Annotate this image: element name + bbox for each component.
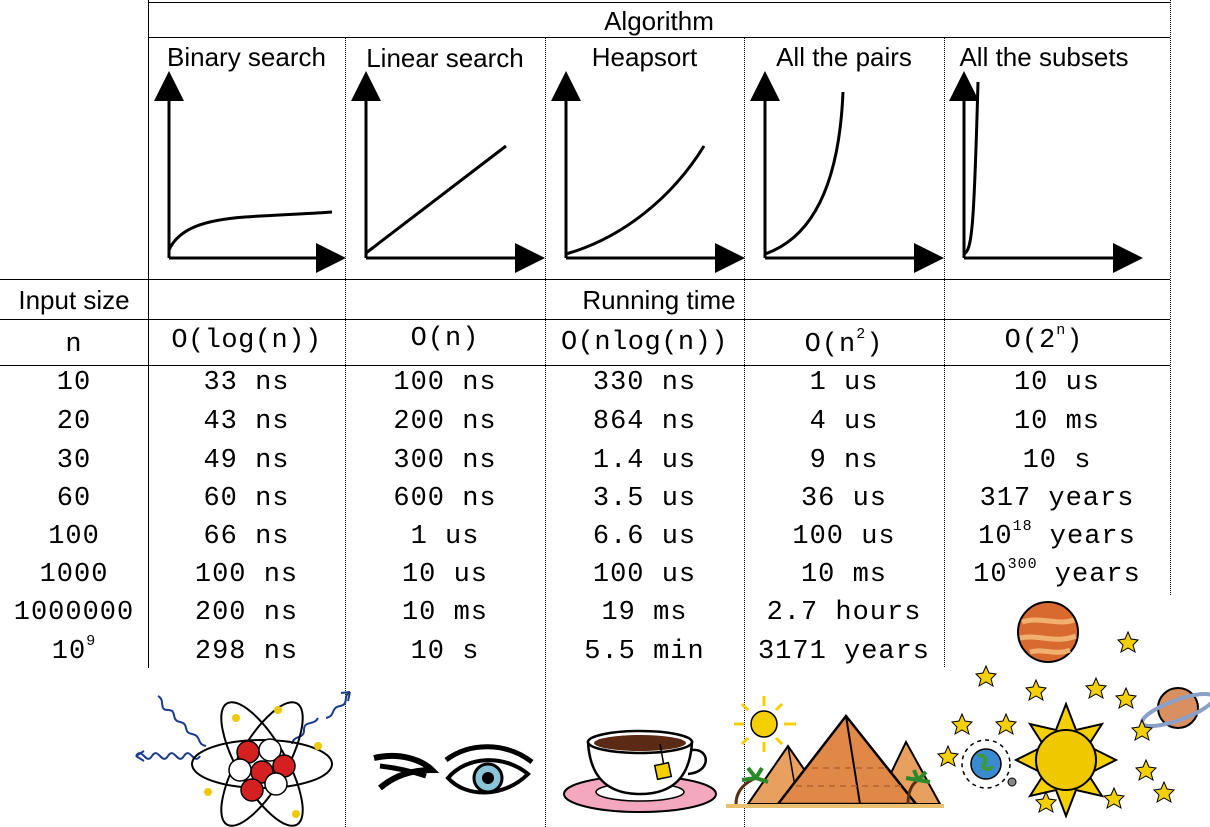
cell-input-size: 100 — [48, 522, 100, 552]
algorithm-name-heapsort: Heapsort — [591, 42, 698, 72]
cell-input-size: 1000000 — [13, 598, 135, 628]
cell-all-pairs: 9 ns — [809, 446, 879, 476]
column-divider-right — [1170, 0, 1171, 595]
cell-linear-search: 1 us — [410, 522, 480, 552]
graph-n-log-n — [551, 71, 745, 273]
cell-linear-search: 10 ms — [401, 598, 488, 628]
cell-all-pairs: 36 us — [800, 484, 887, 514]
algorithm-name-linear-search: Linear search — [366, 43, 524, 73]
cell-heapsort: 330 ns — [592, 368, 697, 398]
complexity-n: O(n) — [410, 324, 480, 354]
cell-input-size: 60 — [56, 484, 92, 514]
column-divider-3 — [744, 37, 745, 827]
cell-all-subsets: 10 ms — [1013, 407, 1100, 437]
graph-exponential — [949, 71, 1143, 273]
n-label: n — [65, 330, 83, 360]
cell-input-size: 20 — [56, 407, 92, 437]
top-border — [148, 2, 1170, 3]
cell-linear-search: 300 ns — [393, 446, 497, 476]
cell-all-pairs: 4 us — [809, 407, 879, 437]
cell-heapsort: 864 ns — [592, 407, 697, 437]
column-divider-4 — [944, 37, 945, 667]
cell-subsets-row-100: 1018 years — [978, 518, 1136, 552]
complexity-divider — [0, 365, 1170, 366]
cell-input-size: 10 — [56, 368, 92, 398]
cell-binary-search: 100 ns — [194, 560, 299, 590]
graph-linear — [351, 71, 545, 273]
algorithm-header: Algorithm — [604, 6, 714, 36]
algorithm-name-binary-search: Binary search — [167, 42, 326, 72]
coffee-cup-illustration — [563, 729, 717, 813]
atom-illustration — [135, 691, 351, 827]
cell-heapsort: 100 us — [592, 560, 697, 590]
column-divider-2 — [545, 37, 546, 827]
cell-binary-search: 60 ns — [203, 484, 290, 514]
pyramids-illustration — [726, 696, 944, 808]
input-size-top-border — [0, 279, 1170, 280]
cell-input-size: 1000 — [39, 560, 109, 590]
cell-heapsort: 19 ms — [601, 598, 688, 628]
cell-heapsort: 5.5 min — [584, 637, 705, 667]
blinking-eye-illustration — [373, 744, 534, 795]
cell-input-size: 30 — [56, 446, 92, 476]
cell-heapsort: 1.4 us — [592, 446, 697, 476]
running-time-divider — [0, 319, 1170, 320]
cell-all-pairs: 10 ms — [800, 560, 887, 590]
graph-log-n — [154, 71, 346, 273]
cell-linear-search: 10 us — [401, 560, 488, 590]
algorithm-header-divider — [148, 37, 1170, 38]
complexity-n-squared: O(n2) — [804, 326, 884, 360]
cell-all-subsets: 317 years — [979, 484, 1135, 514]
cell-linear-search: 200 ns — [393, 407, 497, 437]
cell-binary-search: 33 ns — [203, 368, 290, 398]
cell-all-pairs: 2.7 hours — [766, 598, 922, 628]
complexity-log-n: O(log(n)) — [171, 326, 322, 356]
graph-quadratic — [750, 71, 944, 273]
cell-binary-search: 200 ns — [194, 598, 299, 628]
cell-subsets-row-1000: 10300 years — [973, 556, 1141, 590]
algorithm-name-all-pairs: All the pairs — [776, 42, 912, 72]
column-divider-1 — [345, 37, 346, 827]
cell-linear-search: 100 ns — [393, 368, 497, 398]
cell-all-pairs: 1 us — [809, 368, 879, 398]
cell-linear-search: 10 s — [410, 637, 480, 667]
solar-system-illustration — [936, 601, 1210, 819]
column-divider-0 — [148, 0, 149, 668]
cell-binary-search: 66 ns — [203, 522, 290, 552]
complexity-two-to-n: O(2n) — [1004, 322, 1084, 356]
running-time-label: Running time — [582, 285, 736, 315]
cell-heapsort: 3.5 us — [592, 484, 697, 514]
cell-all-subsets: 10 s — [1022, 446, 1092, 476]
cell-n-10-to-9: 109 — [51, 633, 97, 667]
input-size-label: Input size — [18, 285, 130, 315]
cell-all-pairs: 100 us — [792, 522, 896, 552]
complexity-n-log-n: O(nlog(n)) — [560, 328, 729, 358]
cell-binary-search: 43 ns — [203, 407, 290, 437]
cell-all-pairs: 3171 years — [757, 637, 931, 667]
cell-binary-search: 49 ns — [203, 446, 290, 476]
cell-binary-search: 298 ns — [194, 637, 299, 667]
cell-heapsort: 6.6 us — [592, 522, 697, 552]
cell-all-subsets: 10 us — [1013, 368, 1100, 398]
cell-linear-search: 600 ns — [393, 484, 497, 514]
algorithm-name-all-subsets: All the subsets — [959, 42, 1129, 72]
